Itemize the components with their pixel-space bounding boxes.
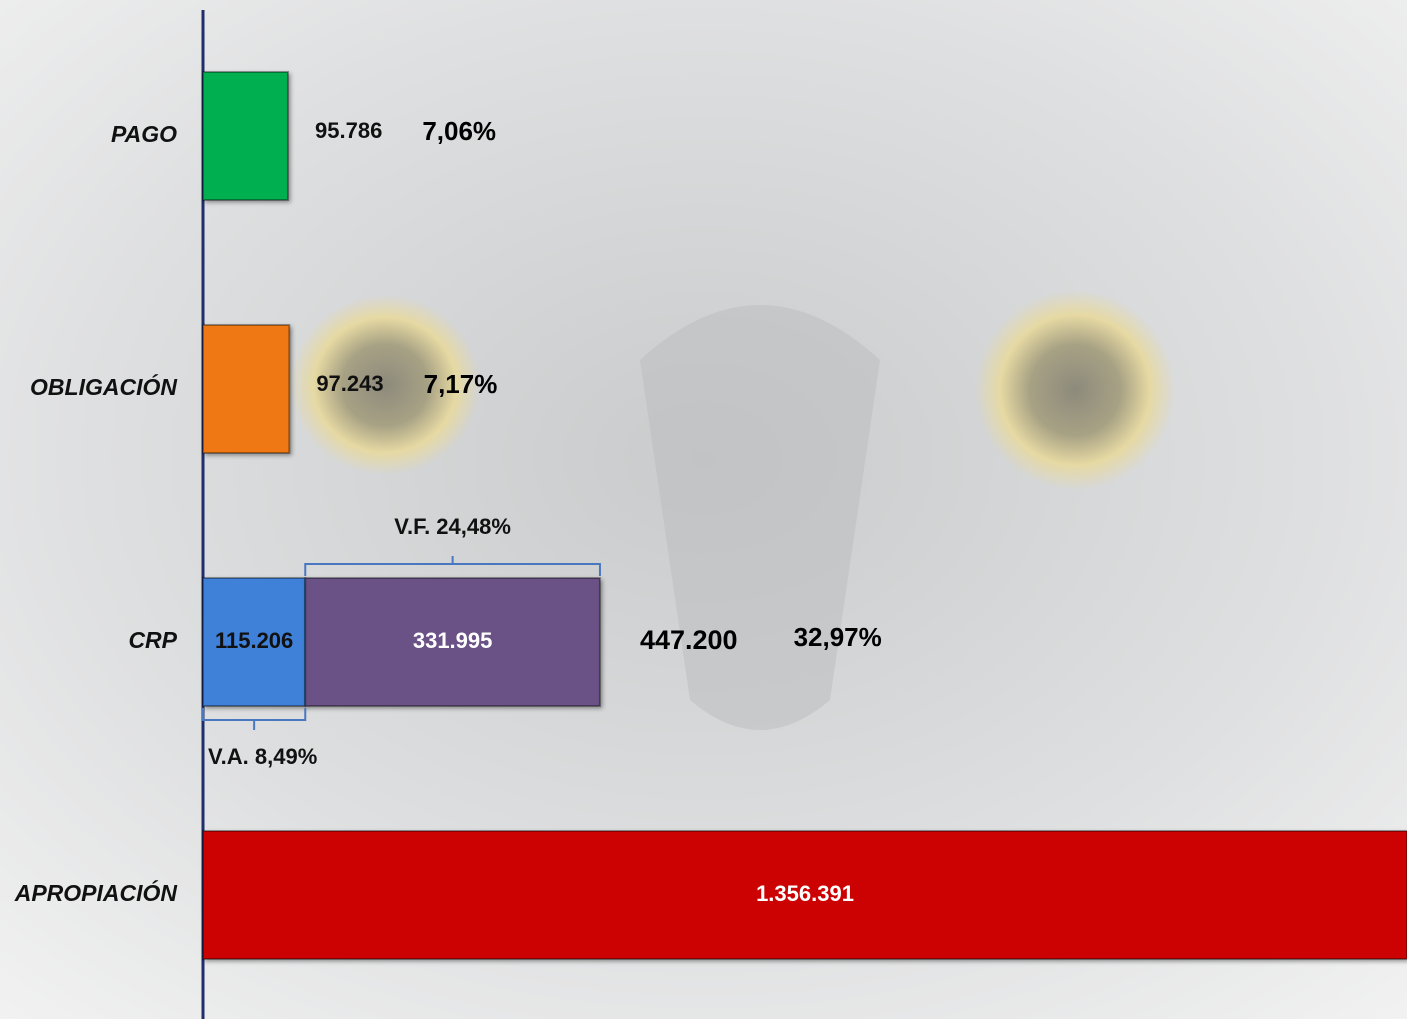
annotation: V.A. 8,49%: [208, 744, 317, 769]
annotation: V.F. 24,48%: [394, 514, 511, 539]
bar: [202, 830, 1407, 960]
bar: [202, 71, 290, 201]
category-label: OBLIGACIÓN: [30, 373, 177, 400]
value-label: 115.206: [215, 628, 293, 653]
bracket: [304, 556, 601, 576]
background-eye: [975, 290, 1175, 490]
category-label: PAGO: [111, 121, 177, 147]
value-label: 1.356.391: [756, 881, 854, 906]
bar: [304, 577, 601, 707]
value-label: 97.243: [316, 371, 383, 396]
bracket: [202, 708, 307, 730]
total-label: 447.200: [640, 625, 738, 655]
percent-label: 7,17%: [424, 369, 498, 399]
value-label: 95.786: [315, 118, 382, 143]
background-beak: [640, 305, 880, 730]
percent-label: 7,06%: [422, 116, 496, 146]
percent-label: 32,97%: [794, 622, 882, 652]
value-label: 331.995: [413, 628, 493, 653]
bar: [202, 324, 291, 454]
category-label: CRP: [128, 627, 177, 653]
bar: [202, 577, 307, 707]
category-label: APROPIACIÓN: [14, 879, 178, 906]
background-eye: [290, 295, 480, 475]
